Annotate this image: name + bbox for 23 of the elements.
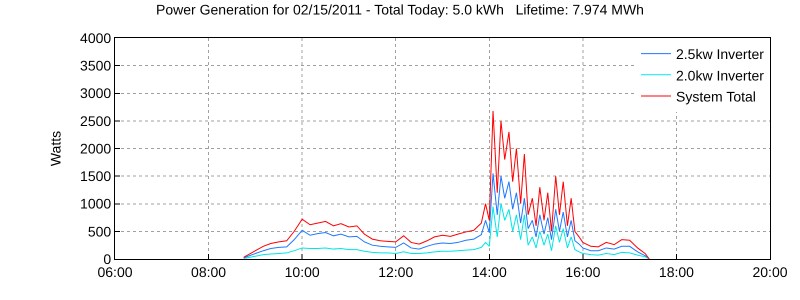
y-tick-label: 2500: [80, 112, 112, 129]
x-tick-label: 16:00: [565, 264, 601, 280]
y-tick-label: 500: [88, 223, 112, 240]
x-tick-label: 12:00: [378, 264, 414, 280]
y-tick-label: 3500: [80, 58, 112, 74]
x-tick-label: 08:00: [191, 264, 226, 280]
y-tick-label: 1500: [80, 168, 112, 184]
legend-label: 2.0kw Inverter: [676, 67, 764, 84]
line-series: [243, 110, 650, 259]
x-tick-label: 20:00: [752, 264, 788, 280]
line-series: [243, 172, 650, 259]
line-series: [243, 203, 650, 259]
y-axis-title: Watts: [48, 130, 64, 166]
chart-title: Power Generation for 02/15/2011 - Total Today: 5.0 kWh Lifetime: 7.974 MWh: [156, 1, 644, 18]
legend-label: 2.5kw Inverter: [676, 46, 764, 62]
y-tick-label: 4000: [80, 30, 112, 46]
y-tick-label: 3000: [80, 85, 112, 102]
x-tick-label: 18:00: [658, 264, 694, 280]
y-tick-label: 1000: [80, 196, 112, 212]
y-tick-label: 2000: [80, 140, 112, 156]
x-tick-label: 10:00: [284, 264, 320, 280]
x-tick-label: 14:00: [472, 264, 508, 280]
legend-label: System Total: [676, 88, 756, 104]
